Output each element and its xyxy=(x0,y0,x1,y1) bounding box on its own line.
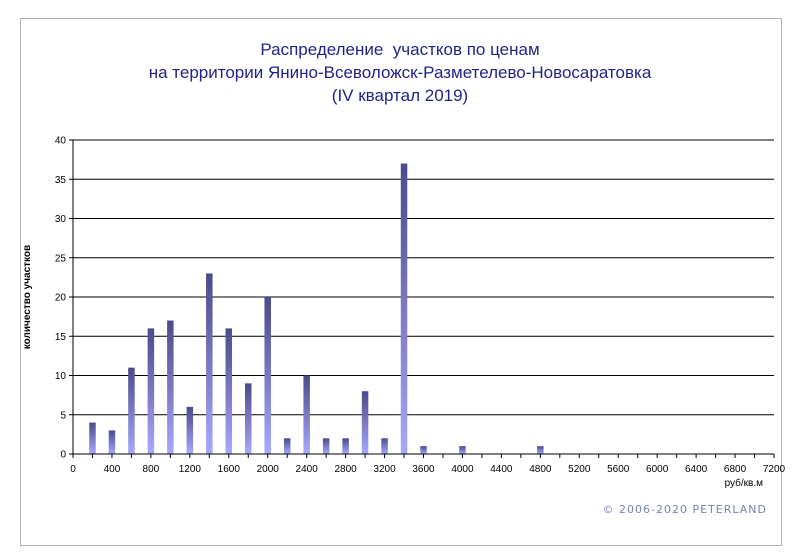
x-tick-label: 2400 xyxy=(296,464,319,475)
bar xyxy=(322,438,330,454)
bar xyxy=(381,438,388,454)
chart-title-line-1: Распределение участков по ценам xyxy=(260,40,540,59)
x-tick-label: 4400 xyxy=(490,464,513,475)
x-tick-label: 400 xyxy=(104,464,121,475)
x-tick-label: 800 xyxy=(143,464,160,475)
bar xyxy=(128,367,135,454)
y-tick-label: 15 xyxy=(55,332,67,343)
x-tick-label: 1600 xyxy=(218,464,241,475)
bar xyxy=(400,163,408,455)
y-tick-label: 20 xyxy=(55,293,67,304)
y-tick-label: 25 xyxy=(55,253,67,264)
chart-title: Распределение участков по ценам на терри… xyxy=(0,38,800,107)
x-tick-label: 6000 xyxy=(646,464,669,475)
x-tick-label: 7200 xyxy=(763,464,786,475)
x-tick-label: 2800 xyxy=(334,464,357,475)
bars-layer xyxy=(89,163,544,455)
bar xyxy=(108,430,116,454)
bar xyxy=(283,438,291,454)
x-tick-label: 6800 xyxy=(724,464,747,475)
bar xyxy=(225,328,233,454)
x-tick-label: 3200 xyxy=(373,464,396,475)
chart-title-line-2: на территории Янино-Всеволожск-Разметеле… xyxy=(148,63,652,82)
x-tick-label: 4800 xyxy=(529,464,552,475)
bar xyxy=(89,422,96,454)
x-tick-label: 6400 xyxy=(685,464,708,475)
grid-layer xyxy=(73,139,774,416)
bar xyxy=(459,446,466,454)
chart-title-line-3: (IV квартал 2019) xyxy=(331,86,469,105)
y-tick-label: 0 xyxy=(60,450,66,461)
bar xyxy=(264,297,271,454)
bar xyxy=(420,446,427,454)
x-tick-label: 5600 xyxy=(607,464,630,475)
bar xyxy=(245,383,252,454)
x-tick-label: 3600 xyxy=(412,464,435,475)
bar xyxy=(186,406,194,454)
bar xyxy=(167,320,174,454)
x-tick-label: 0 xyxy=(70,464,76,475)
bar xyxy=(303,375,310,454)
bar xyxy=(147,328,155,454)
bar xyxy=(206,273,213,454)
bar xyxy=(361,391,369,454)
y-tick-label: 5 xyxy=(60,410,66,421)
y-tick-label: 30 xyxy=(55,214,67,225)
bar xyxy=(537,446,544,454)
bar xyxy=(342,438,349,454)
y-tick-label: 40 xyxy=(55,136,67,147)
x-tick-label: 4000 xyxy=(451,464,474,475)
y-tick-label: 35 xyxy=(55,175,67,186)
copyright-text: © 2006-2020 PETERLAND xyxy=(602,503,767,516)
x-tick-label: 5200 xyxy=(568,464,591,475)
y-tick-label: 10 xyxy=(55,371,67,382)
x-tick-label: 1200 xyxy=(179,464,202,475)
x-axis-unit-label: руб/кв.м xyxy=(724,478,763,489)
x-tick-label: 2000 xyxy=(257,464,280,475)
